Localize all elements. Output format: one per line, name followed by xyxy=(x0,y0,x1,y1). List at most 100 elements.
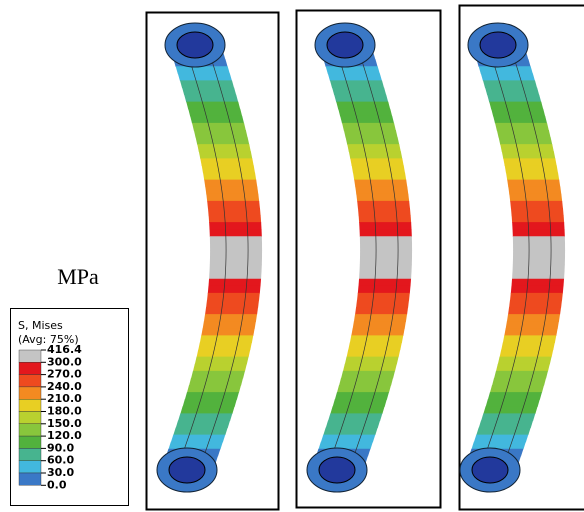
stress-segment xyxy=(209,222,261,230)
stress-segment xyxy=(360,250,412,258)
stress-segment xyxy=(183,399,237,407)
stress-segment xyxy=(326,66,380,74)
legend-swatch xyxy=(19,399,41,411)
stress-segment xyxy=(358,208,411,216)
stress-segment xyxy=(508,307,561,315)
stress-segment xyxy=(342,123,396,131)
legend-label: 120.0 xyxy=(47,429,82,442)
stress-segment xyxy=(189,378,243,386)
stress-segment xyxy=(333,399,387,407)
stress-segment xyxy=(496,364,550,372)
stress-segment xyxy=(507,314,560,322)
eye-hole xyxy=(169,457,205,483)
stress-segment xyxy=(328,73,382,81)
stress-segment xyxy=(359,265,411,273)
stress-segment xyxy=(474,435,528,443)
stress-segment xyxy=(506,321,559,329)
stress-segment xyxy=(206,300,259,308)
legend-label: 0.0 xyxy=(47,478,67,491)
stress-segment xyxy=(487,95,541,103)
stress-segment xyxy=(346,137,400,145)
stress-segment xyxy=(360,243,412,251)
stress-segment xyxy=(357,293,410,301)
models xyxy=(157,23,565,492)
stress-segment xyxy=(351,328,404,336)
eye-hole xyxy=(327,32,363,58)
stress-segment xyxy=(502,151,555,159)
stress-segment xyxy=(511,208,564,216)
stress-segment xyxy=(350,335,403,343)
stress-segment xyxy=(494,371,548,379)
stress-segment xyxy=(336,102,390,110)
legend-label: 300.0 xyxy=(47,355,82,368)
stress-segment xyxy=(347,350,401,358)
stress-segment xyxy=(358,286,411,294)
stress-segment xyxy=(323,428,377,436)
stress-segment xyxy=(205,307,258,315)
figure: MPa S, Mises (Avg: 75%) 416.4300.0270.02… xyxy=(0,0,584,512)
stress-segment xyxy=(356,194,409,202)
stress-segment xyxy=(182,88,236,96)
stress-segment xyxy=(334,95,388,103)
legend-label: 30.0 xyxy=(47,466,74,479)
stress-segment xyxy=(194,130,248,138)
stress-segment xyxy=(504,328,557,336)
stress-segment xyxy=(328,413,382,421)
stress-segment xyxy=(210,258,262,266)
stress-segment xyxy=(180,406,234,414)
stress-segment xyxy=(339,378,393,386)
stress-segment xyxy=(210,229,262,237)
stress-segment xyxy=(318,442,372,450)
stress-segment xyxy=(471,442,525,450)
stress-segment xyxy=(512,222,564,230)
stress-segment xyxy=(511,286,564,294)
stress-segment xyxy=(354,180,407,188)
stress-segment xyxy=(492,378,546,386)
stress-segment xyxy=(360,229,412,237)
stress-segment xyxy=(205,187,258,195)
legend-label: 60.0 xyxy=(47,454,74,467)
stress-segment xyxy=(186,102,240,110)
stress-segment xyxy=(191,371,245,379)
eye-hole xyxy=(472,457,508,483)
stress-segment xyxy=(510,293,563,301)
stress-segment xyxy=(352,165,405,173)
stress-segment xyxy=(485,88,539,96)
stress-segment xyxy=(353,321,406,329)
stress-segment xyxy=(192,123,246,131)
stress-segment xyxy=(493,116,547,124)
stress-segment xyxy=(483,406,537,414)
stress-segment xyxy=(499,137,553,145)
stress-segment xyxy=(360,258,412,266)
stress-segment xyxy=(202,165,255,173)
stress-segment xyxy=(355,187,408,195)
stress-segment xyxy=(210,250,262,258)
legend-swatch xyxy=(19,412,41,424)
stress-segment xyxy=(479,420,533,428)
stress-segment xyxy=(330,80,384,88)
stress-segment xyxy=(476,428,530,436)
stress-segment xyxy=(353,173,406,181)
stress-segment xyxy=(513,236,565,244)
stress-segment xyxy=(349,151,402,159)
stress-segment xyxy=(209,265,261,273)
stress-segment xyxy=(345,357,399,365)
stress-segment xyxy=(486,399,540,407)
stress-segment xyxy=(344,130,398,138)
stress-segment xyxy=(210,243,262,251)
stress-segment xyxy=(491,109,545,117)
legend-swatch xyxy=(19,424,41,436)
stress-segment xyxy=(204,180,257,188)
stress-segment xyxy=(178,413,232,421)
stress-segment xyxy=(208,279,261,287)
stress-segment xyxy=(209,272,261,280)
stress-segment xyxy=(513,243,565,251)
stress-segment xyxy=(501,343,555,351)
legend-swatch xyxy=(19,473,41,485)
legend-label: 180.0 xyxy=(47,405,82,418)
stress-segment xyxy=(483,80,537,88)
eye-hole xyxy=(319,457,355,483)
stress-segment xyxy=(508,187,561,195)
stress-segment xyxy=(513,258,565,266)
stress-segment xyxy=(326,420,380,428)
